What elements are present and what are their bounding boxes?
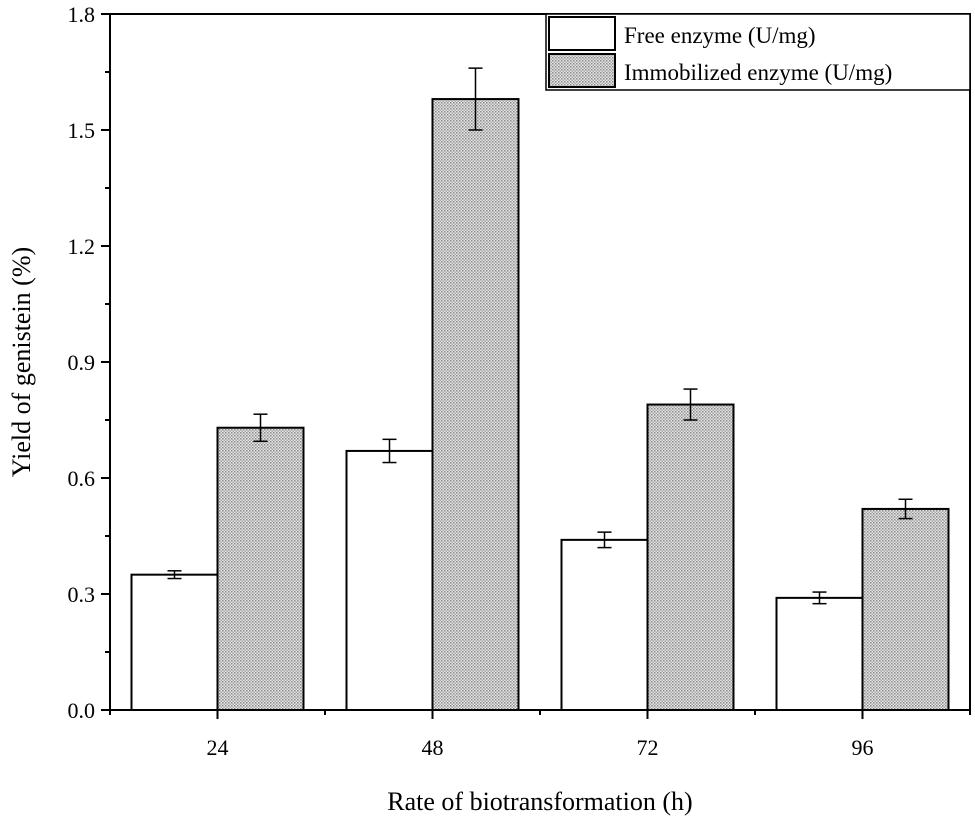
- x-tick-label: 24: [207, 735, 229, 760]
- y-tick-label: 1.2: [68, 234, 96, 259]
- y-axis-title: Yield of genistein (%): [7, 247, 36, 477]
- x-tick-label: 48: [422, 735, 444, 760]
- y-tick-label: 0.0: [68, 698, 96, 723]
- legend-label-free-enzyme: Free enzyme (U/mg): [624, 23, 816, 48]
- bar: [861, 507, 950, 711]
- y-tick-label: 0.3: [68, 582, 96, 607]
- bar: [216, 426, 305, 711]
- y-tick-label: 0.9: [68, 350, 96, 375]
- error-bars-layer: [167, 67, 913, 605]
- y-axis: 0.0 0.3 0.6 0.9 1.2 1.5 1.8: [68, 2, 110, 723]
- bars-layer: [130, 98, 950, 712]
- bar: [431, 98, 520, 712]
- y-tick-label: 1.5: [68, 118, 96, 143]
- bar: [646, 403, 735, 711]
- legend-label-immobilized-enzyme: Immobilized enzyme (U/mg): [624, 60, 892, 85]
- y-tick-label: 0.6: [68, 466, 96, 491]
- bar: [130, 573, 219, 712]
- legend: Free enzyme (U/mg) Immobilized enzyme (U…: [545, 13, 971, 91]
- x-tick-label: 96: [852, 735, 874, 760]
- bar: [775, 596, 864, 711]
- bar: [345, 449, 434, 711]
- x-axis: 24 48 72 96: [109, 710, 971, 760]
- legend-swatch-free-enzyme: [548, 16, 616, 51]
- x-tick-label: 72: [637, 735, 659, 760]
- legend-box: [545, 13, 971, 91]
- legend-swatch-immobilized-enzyme: [548, 53, 616, 88]
- bar: [560, 538, 649, 711]
- x-axis-title: Rate of biotransformation (h): [387, 787, 692, 816]
- y-tick-label: 1.8: [68, 2, 96, 27]
